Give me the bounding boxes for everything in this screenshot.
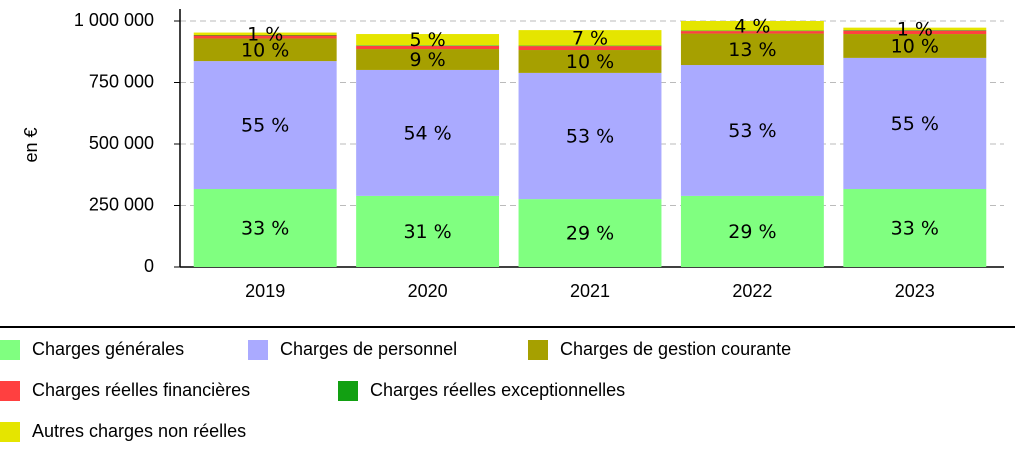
legend-label: Charges de personnel bbox=[280, 339, 457, 359]
bar-segment bbox=[356, 45, 500, 50]
bar-segment bbox=[193, 35, 337, 39]
bar-segment bbox=[680, 195, 824, 267]
legend-swatch bbox=[248, 340, 268, 360]
value-label: 53 % bbox=[728, 120, 776, 142]
value-label: 10 % bbox=[566, 51, 614, 73]
x-tick-label: 2021 bbox=[570, 281, 610, 301]
y-tick-label: 250 000 bbox=[89, 194, 154, 214]
y-tick-label: 1 000 000 bbox=[74, 10, 154, 30]
legend-label: Charges de gestion courante bbox=[560, 339, 791, 359]
x-tick-label: 2023 bbox=[895, 281, 935, 301]
legend-swatch bbox=[338, 381, 358, 401]
value-label: 55 % bbox=[241, 115, 289, 137]
bar-segment bbox=[193, 189, 337, 267]
bar-segment bbox=[843, 189, 987, 267]
bar-segment bbox=[843, 30, 987, 35]
legend-label: Charges générales bbox=[32, 339, 184, 359]
bar-segment bbox=[843, 34, 987, 58]
value-label: 29 % bbox=[728, 221, 776, 243]
value-label: 5 % bbox=[410, 29, 446, 51]
bar-segment bbox=[518, 50, 662, 73]
bar-segment bbox=[193, 32, 337, 36]
x-tick-label: 2022 bbox=[732, 281, 772, 301]
value-label: 1 % bbox=[247, 23, 283, 45]
bar-segment bbox=[680, 65, 824, 196]
value-label: 10 % bbox=[891, 35, 939, 57]
x-tick-label: 2019 bbox=[245, 281, 285, 301]
value-label: 29 % bbox=[566, 223, 614, 245]
bar-segment bbox=[356, 69, 500, 196]
bar-segment bbox=[193, 61, 337, 190]
value-label: 4 % bbox=[734, 15, 770, 37]
legend-swatch bbox=[0, 340, 20, 360]
x-tick-label: 2020 bbox=[408, 281, 448, 301]
value-label: 55 % bbox=[891, 113, 939, 135]
bar-segment bbox=[680, 21, 824, 31]
value-label: 54 % bbox=[403, 122, 451, 144]
bar-segment bbox=[680, 33, 824, 66]
y-tick-label: 500 000 bbox=[89, 133, 154, 153]
bar-segment bbox=[518, 46, 662, 51]
value-label: 1 % bbox=[897, 18, 933, 40]
value-label: 33 % bbox=[241, 218, 289, 240]
legend-label: Charges réelles financières bbox=[32, 380, 250, 400]
bar-segment bbox=[518, 72, 662, 200]
bar-segment bbox=[356, 34, 500, 46]
bar-segment bbox=[843, 27, 987, 31]
legend-label: Charges réelles exceptionnelles bbox=[370, 380, 625, 400]
legend-swatch bbox=[0, 422, 20, 442]
value-label: 13 % bbox=[728, 39, 776, 61]
y-tick-label: 750 000 bbox=[89, 71, 154, 91]
bar-segment bbox=[518, 199, 662, 267]
legend-swatch bbox=[528, 340, 548, 360]
value-label: 31 % bbox=[403, 221, 451, 243]
bar-segment bbox=[356, 49, 500, 70]
bar-segment bbox=[843, 57, 987, 190]
value-label: 7 % bbox=[572, 27, 608, 49]
y-axis-label: en € bbox=[21, 127, 41, 162]
value-label: 10 % bbox=[241, 39, 289, 61]
value-label: 33 % bbox=[891, 218, 939, 240]
y-tick-label: 0 bbox=[144, 256, 154, 276]
value-label: 9 % bbox=[410, 49, 446, 71]
bar-segment bbox=[518, 30, 662, 46]
bar-segment bbox=[356, 195, 500, 267]
bar-segment bbox=[680, 31, 824, 34]
legend-swatch bbox=[0, 381, 20, 401]
value-label: 53 % bbox=[566, 126, 614, 148]
bar-segment bbox=[193, 38, 337, 62]
legend-label: Autres charges non réelles bbox=[32, 421, 246, 441]
